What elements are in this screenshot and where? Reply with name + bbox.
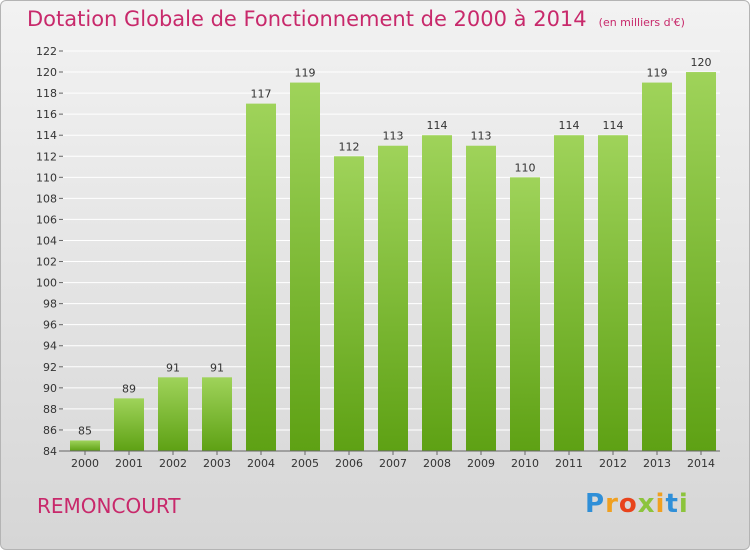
y-tick-label: 122: [36, 45, 57, 58]
bar: [202, 377, 232, 451]
data-label: 119: [295, 67, 316, 80]
bar: [334, 156, 364, 451]
logo-letter: i: [678, 489, 689, 519]
logo-letter: t: [665, 489, 679, 519]
y-tick-label: 106: [36, 213, 57, 226]
y-tick-label: 102: [36, 256, 57, 269]
y-tick-label: 118: [36, 87, 57, 100]
x-tick-label: 2006: [335, 457, 363, 470]
bar: [466, 145, 496, 451]
data-label: 89: [122, 382, 136, 395]
y-tick-label: 110: [36, 171, 57, 184]
logo-letter: P: [585, 489, 606, 519]
x-tick-label: 2003: [203, 457, 231, 470]
y-tick-label: 104: [36, 234, 57, 247]
bar: [686, 72, 716, 451]
data-label: 85: [78, 424, 92, 437]
y-tick-label: 112: [36, 150, 57, 163]
logo-letter: o: [618, 489, 638, 519]
y-tick-label: 100: [36, 277, 57, 290]
data-label: 113: [383, 130, 404, 143]
bar: [70, 440, 100, 451]
bar: [642, 82, 672, 451]
data-label: 120: [691, 56, 712, 69]
x-tick-label: 2014: [687, 457, 715, 470]
y-tick-label: 90: [43, 382, 57, 395]
x-tick-label: 2009: [467, 457, 495, 470]
logo-letter: r: [605, 489, 619, 519]
data-label: 112: [339, 140, 360, 153]
x-axis-tick-labels: 2000 2001 2002 2003 2004 2005 2006 2007 2008 2009…: [71, 451, 715, 470]
bar: [422, 135, 452, 452]
y-tick-label: 114: [36, 129, 57, 142]
y-tick-label: 120: [36, 66, 57, 79]
x-tick-label: 2007: [379, 457, 407, 470]
x-tick-label: 2005: [291, 457, 319, 470]
logo-letter: x: [637, 489, 656, 519]
proxiti-logo[interactable]: Proxiti: [585, 489, 689, 519]
data-label: 91: [210, 361, 224, 374]
data-label: 113: [471, 130, 492, 143]
y-tick-label: 98: [43, 298, 57, 311]
bar: [598, 135, 628, 452]
bar: [114, 398, 144, 451]
bars: [70, 72, 716, 452]
x-tick-label: 2011: [555, 457, 583, 470]
x-tick-label: 2001: [115, 457, 143, 470]
x-tick-label: 2004: [247, 457, 275, 470]
y-tick-label: 84: [43, 445, 57, 458]
x-tick-label: 2002: [159, 457, 187, 470]
data-label: 117: [251, 88, 272, 101]
y-tick-label: 108: [36, 192, 57, 205]
y-tick-label: 88: [43, 403, 57, 416]
data-label: 114: [603, 119, 624, 132]
bar: [554, 135, 584, 452]
data-labels: 85 89 91 91 117 119 112 113 114 113 110 114 114 119 12…: [78, 56, 712, 437]
data-label: 91: [166, 361, 180, 374]
chart-header: Dotation Globale de Fonctionnement de 20…: [27, 7, 685, 31]
x-tick-label: 2013: [643, 457, 671, 470]
data-label: 110: [515, 161, 536, 174]
chart-unit: (en milliers d'€): [598, 16, 685, 29]
y-tick-label: 94: [43, 340, 57, 353]
bar: [510, 177, 540, 451]
commune-name: REMONCOURT: [37, 494, 181, 518]
data-label: 119: [647, 67, 668, 80]
x-tick-label: 2000: [71, 457, 99, 470]
bar: [158, 377, 188, 451]
data-label: 114: [427, 119, 448, 132]
bar: [246, 103, 276, 451]
y-axis-tick-labels: 84 86 88 90 92 94 96 98 100 102 104 106 108 110 112 114…: [36, 45, 63, 458]
x-tick-label: 2010: [511, 457, 539, 470]
y-tick-label: 116: [36, 108, 57, 121]
logo-letter: i: [655, 489, 666, 519]
chart-title: Dotation Globale de Fonctionnement de 20…: [27, 7, 587, 31]
bar: [290, 82, 320, 451]
y-tick-label: 96: [43, 319, 57, 332]
y-tick-label: 86: [43, 424, 57, 437]
x-tick-label: 2008: [423, 457, 451, 470]
x-tick-label: 2012: [599, 457, 627, 470]
y-tick-label: 92: [43, 361, 57, 374]
data-label: 114: [559, 119, 580, 132]
bar: [378, 145, 408, 451]
